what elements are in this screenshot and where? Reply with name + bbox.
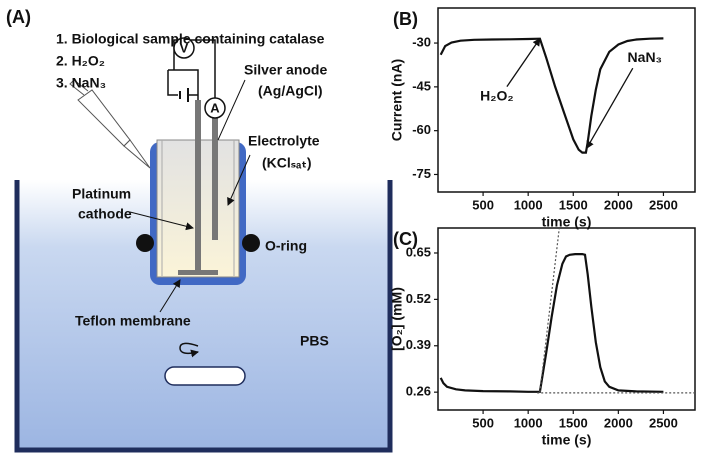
cathode-rod <box>195 100 201 272</box>
y-tick-label: 0.39 <box>406 337 431 352</box>
x-tick-label: 2000 <box>604 415 633 430</box>
y-tick-label: -45 <box>412 78 431 93</box>
ammeter-label: A <box>210 100 220 115</box>
y-tick-label: -30 <box>412 34 431 49</box>
annotation: H₂O₂ <box>480 87 513 103</box>
x-tick-label: 500 <box>472 415 494 430</box>
y-axis-label: [O₂] (mM) <box>389 287 405 351</box>
pointer <box>227 154 251 206</box>
pipette <box>69 79 151 169</box>
plot-frame <box>437 7 696 193</box>
cathode-label: Platinum <box>72 186 131 202</box>
data-line <box>439 37 664 154</box>
x-tick-label: 500 <box>472 197 494 212</box>
y-tick-label: -60 <box>412 122 431 137</box>
x-tick-label: 1500 <box>559 415 588 430</box>
annotation-arrow <box>506 37 541 88</box>
x-axis-label: time (s) <box>542 214 592 230</box>
ammeter <box>204 97 226 119</box>
step: 1. Biological sample containing catalase <box>56 31 325 47</box>
x-tick-label: 2000 <box>604 197 633 212</box>
voltmeter <box>173 37 195 59</box>
x-axis-label: time (s) <box>542 432 592 448</box>
x-tick-label: 1000 <box>514 197 543 212</box>
electrolyte-label: (KClₛₐₜ) <box>262 155 311 171</box>
cathode-label: cathode <box>78 206 132 222</box>
anode-rod <box>212 118 218 240</box>
data-line <box>539 228 560 393</box>
stir-bar <box>164 366 246 386</box>
pointer <box>217 79 246 141</box>
membrane <box>178 270 218 275</box>
x-tick-label: 2500 <box>649 197 678 212</box>
stir-arrow <box>179 342 199 358</box>
y-tick-label: 0.65 <box>406 244 431 259</box>
y-tick-label: 0.26 <box>406 384 431 399</box>
oring-label: O-ring <box>265 238 307 254</box>
y-tick-label: -75 <box>412 166 431 181</box>
step: 3. NaN₃ <box>56 75 106 91</box>
voltmeter-label: V <box>180 40 189 55</box>
anode-label: (Ag/AgCl) <box>258 83 323 99</box>
annotation: NaN₃ <box>628 49 662 65</box>
beaker <box>14 180 393 453</box>
electrolyte-label: Electrolyte <box>248 133 320 149</box>
panel-label: (C) <box>393 229 418 249</box>
annotation-arrow <box>586 67 634 150</box>
buffer-label: PBS <box>300 333 329 349</box>
plot-frame <box>437 227 696 411</box>
pointer <box>159 279 181 313</box>
step: 2. H₂O₂ <box>56 53 105 69</box>
panel-label: (B) <box>393 9 418 29</box>
o-ring <box>242 234 260 252</box>
circuit <box>167 39 216 100</box>
x-tick-label: 1000 <box>514 415 543 430</box>
x-tick-label: 1500 <box>559 197 588 212</box>
y-axis-label: Current (nA) <box>389 59 405 141</box>
data-line <box>439 253 664 393</box>
x-tick-label: 2500 <box>649 415 678 430</box>
panel-label: (A) <box>6 7 31 27</box>
pointer <box>129 211 194 231</box>
o-ring <box>136 234 154 252</box>
diagram: V A (A) 1. Biological sample containing … <box>6 7 393 453</box>
membrane-label: Teflon membrane <box>75 313 191 329</box>
anode-label: Silver anode <box>244 62 327 78</box>
y-tick-label: 0.52 <box>406 291 431 306</box>
